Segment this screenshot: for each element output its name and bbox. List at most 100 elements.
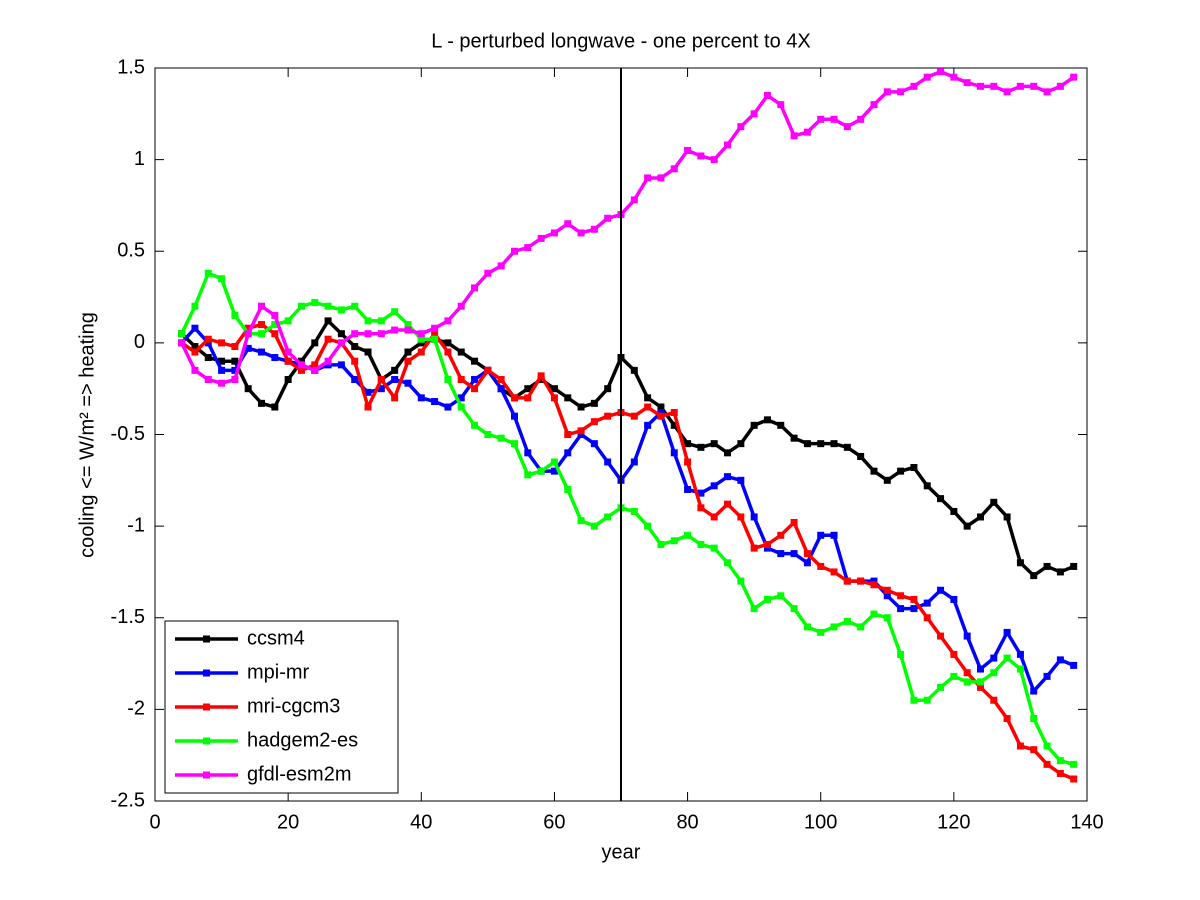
point-marker (697, 152, 705, 160)
point-marker (750, 421, 758, 429)
point-marker (923, 696, 931, 704)
point-marker (377, 317, 385, 325)
point-marker (564, 394, 572, 402)
point-marker (990, 654, 998, 662)
y-tick-label: -1.5 (111, 606, 145, 628)
point-marker (857, 623, 865, 631)
point-marker (657, 174, 665, 182)
x-tick-label: 40 (410, 811, 432, 833)
point-marker (657, 403, 665, 411)
point-marker (191, 324, 199, 332)
point-marker (404, 326, 412, 334)
point-marker (590, 399, 598, 407)
point-marker (684, 531, 692, 539)
point-marker (963, 669, 971, 677)
point-marker (457, 376, 465, 384)
point-marker (724, 500, 732, 508)
point-marker (324, 335, 332, 343)
point-marker (857, 452, 865, 460)
x-tick-label: 0 (149, 811, 160, 833)
point-marker (590, 418, 598, 426)
point-marker (790, 605, 798, 613)
point-marker (457, 394, 465, 402)
point-marker (431, 324, 439, 332)
point-marker (763, 595, 771, 603)
point-marker (763, 416, 771, 424)
legend-marker (203, 703, 210, 711)
legend-marker (203, 737, 210, 745)
point-marker (484, 269, 492, 277)
point-marker (337, 361, 345, 369)
point-marker (311, 339, 319, 347)
point-marker (431, 330, 439, 338)
point-marker (1043, 88, 1051, 96)
point-marker (537, 372, 545, 380)
point-marker (790, 518, 798, 526)
point-marker (763, 540, 771, 548)
point-marker (710, 440, 718, 448)
point-marker (763, 544, 771, 552)
point-marker (1043, 562, 1051, 570)
point-marker (803, 623, 811, 631)
point-marker (1056, 568, 1064, 576)
point-marker (324, 357, 332, 365)
point-marker (471, 284, 479, 292)
point-marker (697, 443, 705, 451)
point-marker (737, 577, 745, 585)
point-marker (777, 550, 785, 558)
point-marker (817, 440, 825, 448)
point-marker (1056, 656, 1064, 664)
point-marker (178, 339, 186, 347)
point-marker (1016, 650, 1024, 658)
point-marker (897, 592, 905, 600)
legend-label: mri-cgcm3 (247, 695, 340, 717)
point-marker (364, 388, 372, 396)
point-marker (337, 306, 345, 314)
point-marker (417, 394, 425, 402)
point-marker (417, 335, 425, 343)
point-marker (697, 489, 705, 497)
point-marker (577, 403, 585, 411)
y-tick-label: 0 (134, 331, 145, 353)
point-marker (204, 354, 212, 362)
point-marker (351, 357, 359, 365)
point-marker (537, 467, 545, 475)
legend-label: gfdl-esm2m (247, 763, 351, 785)
point-marker (457, 403, 465, 411)
y-tick-label: 1 (134, 148, 145, 170)
point-marker (644, 174, 652, 182)
point-marker (218, 275, 226, 283)
point-marker (231, 357, 239, 365)
point-marker (550, 458, 558, 466)
point-marker (963, 678, 971, 686)
point-marker (297, 361, 305, 369)
point-marker (883, 476, 891, 484)
point-marker (1070, 760, 1078, 768)
point-marker (630, 412, 638, 420)
point-marker (883, 88, 891, 96)
point-marker (817, 562, 825, 570)
point-marker (191, 366, 199, 374)
point-marker (870, 581, 878, 589)
point-marker (963, 79, 971, 87)
point-marker (324, 361, 332, 369)
point-marker (963, 632, 971, 640)
point-marker (950, 672, 958, 680)
point-marker (577, 431, 585, 438)
point-marker (870, 101, 878, 109)
point-marker (923, 73, 931, 81)
point-marker (883, 614, 891, 622)
point-marker (417, 330, 425, 338)
point-marker (910, 463, 918, 471)
point-marker (444, 376, 452, 384)
point-marker (1003, 654, 1011, 662)
point-marker (510, 412, 518, 420)
point-marker (351, 376, 359, 384)
point-marker (830, 115, 838, 123)
point-marker (564, 485, 572, 493)
point-marker (537, 234, 545, 242)
point-marker (417, 348, 425, 356)
point-marker (510, 394, 518, 402)
point-marker (750, 605, 758, 613)
